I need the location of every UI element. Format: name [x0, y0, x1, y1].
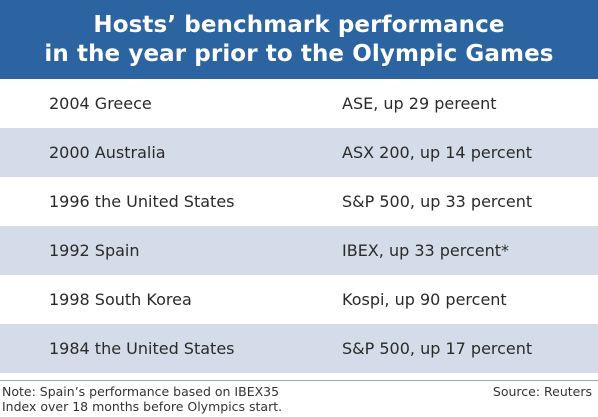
host-cell: 1996 the United States — [49, 192, 235, 211]
footnote-line-1: Note: Spain’s performance based on IBEX3… — [2, 384, 280, 399]
chart-header: Hosts’ benchmark performance in the year… — [0, 0, 598, 79]
host-cell: 1992 Spain — [49, 241, 140, 260]
chart-title-line-1: Hosts’ benchmark performance — [93, 11, 505, 38]
footer: Note: Spain’s performance based on IBEX3… — [0, 380, 598, 417]
performance-cell: ASE, up 29 pereent — [342, 94, 497, 113]
host-cell: 1998 South Korea — [49, 290, 192, 309]
table-row: 1992 Spain IBEX, up 33 percent* — [0, 226, 598, 275]
performance-cell: ASX 200, up 14 percent — [342, 143, 532, 162]
chart-title-line-2: in the year prior to the Olympic Games — [44, 40, 554, 67]
host-cell: 2000 Australia — [49, 143, 166, 162]
performance-cell: IBEX, up 33 percent* — [342, 241, 510, 260]
data-table: 2004 Greece ASE, up 29 pereent 2000 Austra… — [0, 79, 598, 373]
table-row: 1998 South Korea Kospi, up 90 percent — [0, 275, 598, 324]
performance-cell: Kospi, up 90 percent — [342, 290, 507, 309]
host-cell: 2004 Greece — [49, 94, 152, 113]
footnote-line-2: Index over 18 months before Olympics sta… — [2, 399, 283, 414]
table-row: 1984 the United States S&P 500, up 17 per… — [0, 324, 598, 373]
footnote: Note: Spain’s performance based on IBEX3… — [2, 384, 282, 414]
source-credit: Source: Reuters — [492, 384, 592, 399]
host-cell: 1984 the United States — [49, 339, 235, 358]
performance-cell: S&P 500, up 17 percent — [342, 339, 533, 358]
table-row: 1996 the United States S&P 500, up 33 per… — [0, 177, 598, 226]
table-row: 2004 Greece ASE, up 29 pereent — [0, 79, 598, 128]
table-row: 2000 Australia ASX 200, up 14 percent — [0, 128, 598, 177]
performance-cell: S&P 500, up 33 percent — [342, 192, 533, 211]
